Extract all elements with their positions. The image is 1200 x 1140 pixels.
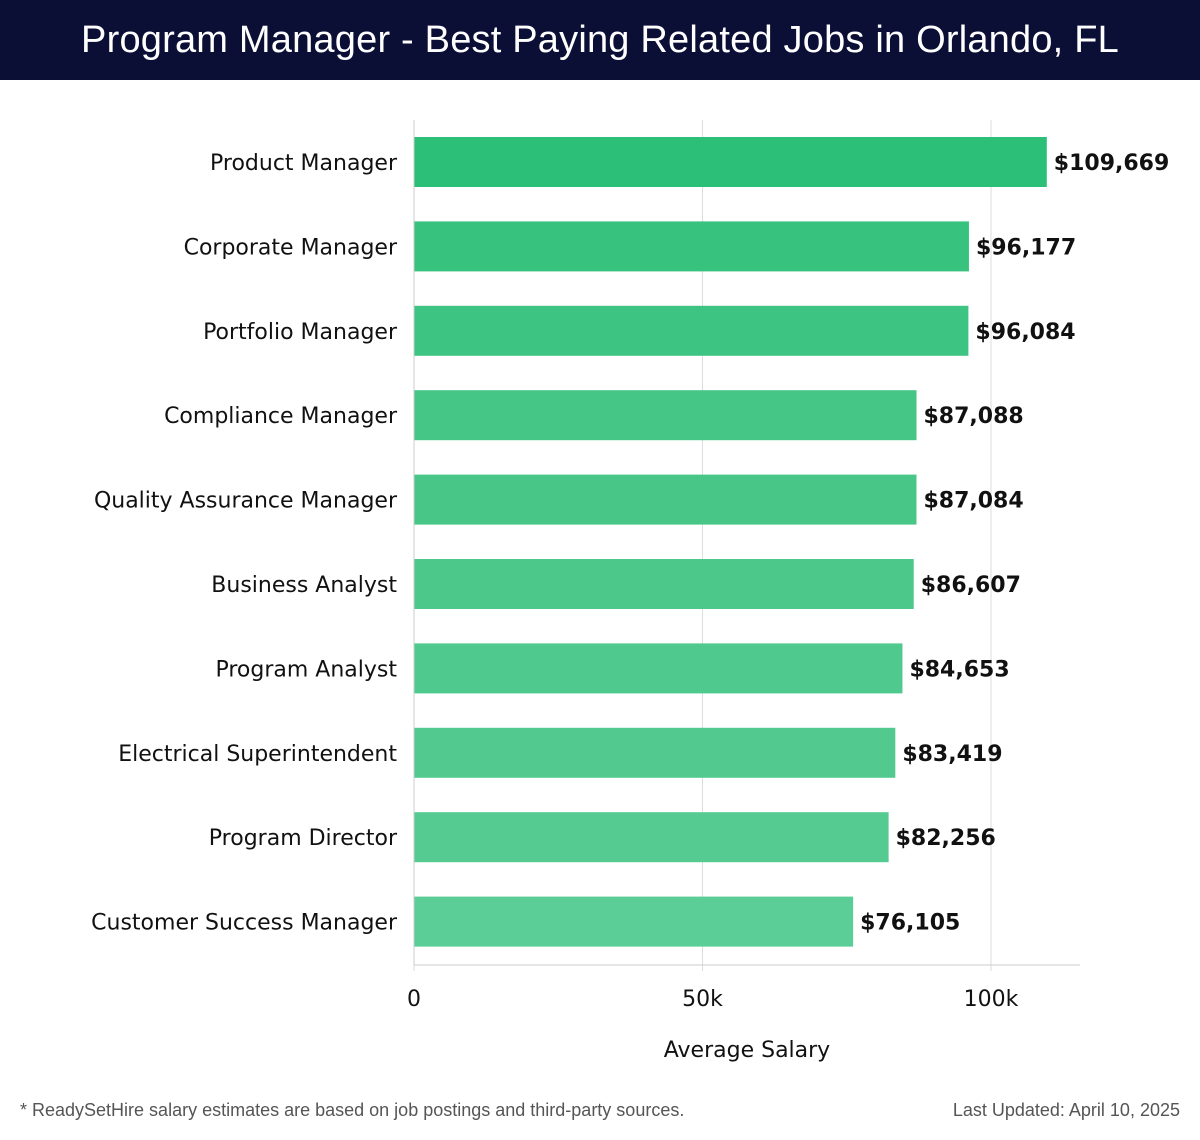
bar — [414, 896, 854, 947]
chart-title: Program Manager - Best Paying Related Jo… — [0, 0, 1200, 80]
category-label: Corporate Manager — [184, 235, 398, 260]
category-label: Compliance Manager — [164, 404, 398, 429]
category-label: Quality Assurance Manager — [94, 489, 398, 514]
bar-chart: 0 50k 100k Average Salary Product Manager $10… — [91, 120, 1170, 1063]
bar — [414, 221, 969, 272]
bar — [414, 643, 903, 694]
value-label: $87,088 — [923, 404, 1023, 429]
last-updated: Last Updated: April 10, 2025 — [952, 1100, 1180, 1120]
value-label: $83,419 — [902, 742, 1002, 767]
bar — [414, 727, 896, 778]
x-tick-label: 0 — [407, 987, 421, 1012]
bar — [414, 390, 917, 441]
category-label: Electrical Superintendent — [118, 742, 397, 767]
category-label: Customer Success Manager — [91, 911, 398, 936]
bar — [414, 137, 1047, 187]
category-label: Product Manager — [210, 151, 398, 176]
footnote: * ReadySetHire salary estimates are base… — [20, 1100, 685, 1120]
value-label: $96,084 — [975, 320, 1075, 345]
bar — [414, 305, 969, 356]
category-label: Business Analyst — [211, 573, 397, 598]
value-label: $86,607 — [921, 573, 1021, 598]
category-label: Program Director — [209, 826, 398, 851]
bar — [414, 812, 889, 863]
value-label: $84,653 — [909, 657, 1009, 682]
value-label: $96,177 — [976, 235, 1076, 260]
bar — [414, 474, 917, 525]
x-tick-label: 100k — [964, 987, 1019, 1012]
x-tick-label: 50k — [682, 987, 723, 1012]
value-label: $109,669 — [1054, 151, 1170, 176]
value-label: $87,084 — [923, 489, 1023, 514]
value-label: $76,105 — [860, 911, 960, 936]
x-axis-label: Average Salary — [664, 1038, 830, 1063]
category-label: Portfolio Manager — [203, 320, 398, 345]
value-label: $82,256 — [896, 826, 996, 851]
bar — [414, 559, 914, 609]
category-label: Program Analyst — [215, 657, 397, 682]
